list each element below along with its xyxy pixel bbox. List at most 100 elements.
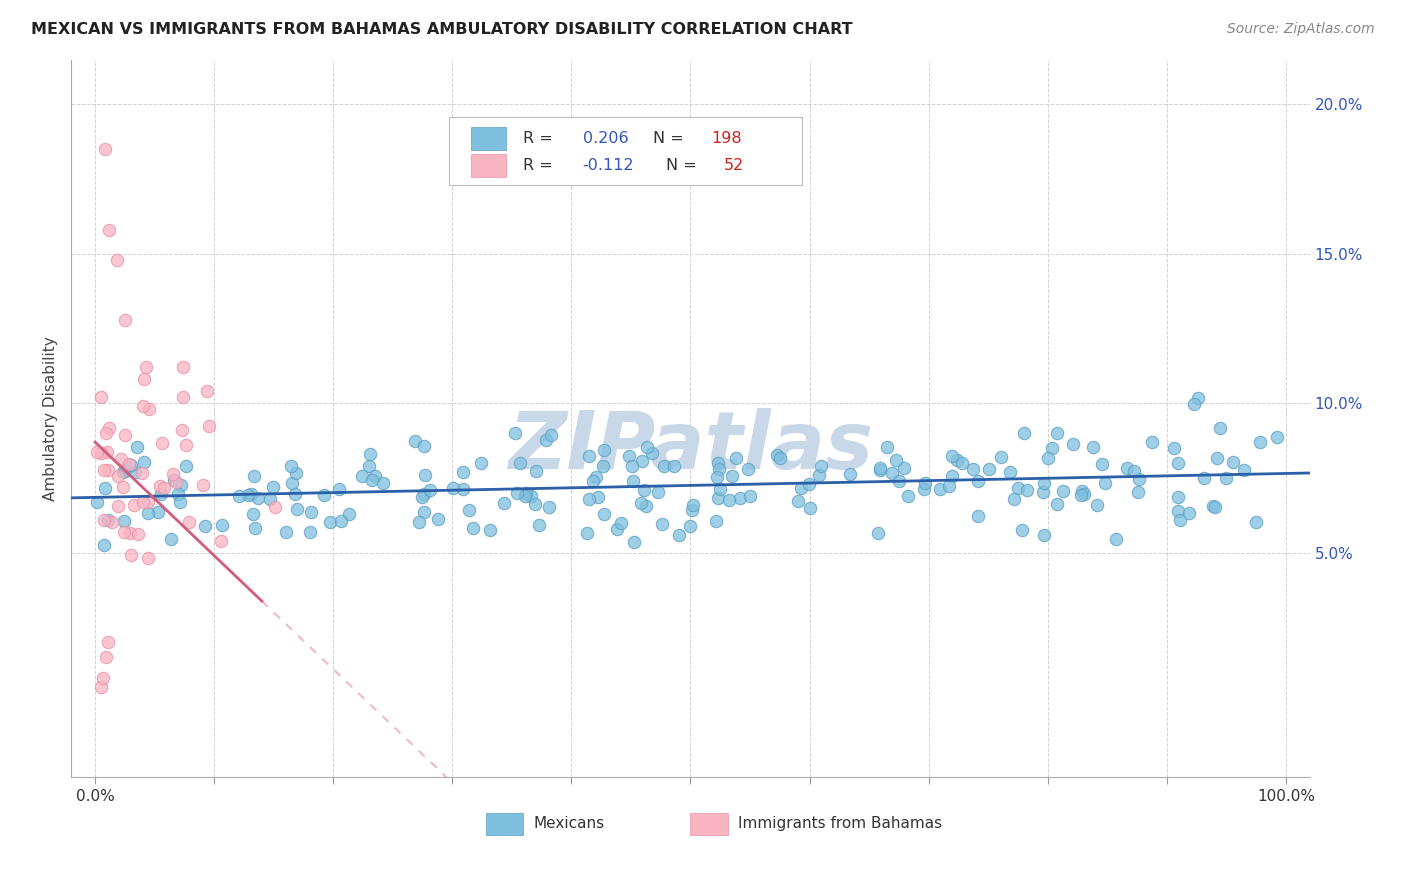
Point xyxy=(162,467,184,482)
Point xyxy=(636,440,658,454)
Point xyxy=(1187,391,1209,405)
Point xyxy=(166,487,188,501)
Point xyxy=(534,434,557,448)
Point xyxy=(314,488,336,502)
Text: ZIPatlas: ZIPatlas xyxy=(508,408,873,486)
Point xyxy=(494,496,516,510)
Point xyxy=(209,533,232,548)
Point xyxy=(124,465,146,479)
Point xyxy=(86,445,108,459)
Point xyxy=(967,474,990,488)
Point xyxy=(1070,488,1092,502)
Point xyxy=(977,462,1000,476)
Point xyxy=(1128,472,1150,486)
Point xyxy=(647,485,669,500)
Point xyxy=(127,527,149,541)
Point xyxy=(285,466,308,480)
Point xyxy=(527,518,550,533)
Point xyxy=(152,436,174,450)
Text: N =: N = xyxy=(665,158,702,173)
Point xyxy=(1002,492,1025,507)
Point xyxy=(132,455,155,469)
Point xyxy=(897,490,920,504)
Point xyxy=(149,478,172,492)
Point xyxy=(114,464,136,478)
Point xyxy=(941,469,963,483)
Point xyxy=(606,522,628,536)
Text: -0.112: -0.112 xyxy=(582,158,634,173)
Point xyxy=(1167,491,1189,505)
Point xyxy=(162,473,184,487)
Point xyxy=(427,512,450,526)
Point xyxy=(107,499,129,513)
Point xyxy=(1070,484,1092,499)
Point xyxy=(578,492,600,507)
Point xyxy=(728,491,751,506)
Point xyxy=(478,523,501,537)
Point xyxy=(1085,498,1108,512)
Point xyxy=(274,525,297,540)
Point xyxy=(245,521,267,535)
Point xyxy=(93,538,115,552)
Point xyxy=(262,480,284,494)
Point xyxy=(97,513,120,527)
Point xyxy=(281,475,304,490)
Point xyxy=(299,504,322,518)
Point xyxy=(682,498,704,512)
Point xyxy=(412,506,434,520)
Point xyxy=(869,461,891,475)
Point xyxy=(247,491,270,505)
Point xyxy=(350,468,373,483)
Point xyxy=(451,482,474,496)
Text: R =: R = xyxy=(523,131,558,146)
Point xyxy=(165,475,187,489)
Point xyxy=(461,521,484,535)
Point xyxy=(709,482,731,496)
Point xyxy=(337,508,360,522)
Point xyxy=(1046,425,1069,440)
Point xyxy=(679,518,702,533)
Point xyxy=(94,481,117,495)
Text: Mexicans: Mexicans xyxy=(533,816,605,830)
Point xyxy=(120,549,142,563)
Y-axis label: Ambulatory Disability: Ambulatory Disability xyxy=(44,335,58,500)
Point xyxy=(738,489,761,503)
Point xyxy=(114,428,136,442)
Point xyxy=(413,439,436,453)
Point xyxy=(1209,421,1232,435)
Point xyxy=(540,428,562,442)
Point xyxy=(707,491,730,505)
Point xyxy=(585,470,607,484)
Point xyxy=(359,447,381,461)
Point xyxy=(914,475,936,490)
Point xyxy=(938,479,960,493)
Point xyxy=(319,516,342,530)
Point xyxy=(138,506,160,520)
Point xyxy=(509,456,531,470)
Point xyxy=(1046,497,1069,511)
Point xyxy=(799,501,821,516)
Point xyxy=(621,458,644,473)
Text: Source: ZipAtlas.com: Source: ZipAtlas.com xyxy=(1227,22,1375,37)
Point xyxy=(458,503,481,517)
Point xyxy=(172,390,194,404)
Point xyxy=(1182,397,1205,411)
Point xyxy=(575,525,598,540)
Point xyxy=(636,500,658,514)
Point xyxy=(93,513,115,527)
Point xyxy=(1123,464,1146,478)
Point xyxy=(839,467,862,482)
Point xyxy=(592,442,614,457)
Point xyxy=(1163,442,1185,456)
Point xyxy=(630,496,652,510)
Point xyxy=(1140,434,1163,449)
Point xyxy=(787,493,810,508)
Point xyxy=(630,454,652,468)
Point xyxy=(513,489,536,503)
Point xyxy=(1126,485,1149,500)
Point xyxy=(884,453,907,467)
Point xyxy=(1244,515,1267,529)
Point xyxy=(893,461,915,475)
Point xyxy=(101,515,124,529)
Point xyxy=(120,458,142,472)
